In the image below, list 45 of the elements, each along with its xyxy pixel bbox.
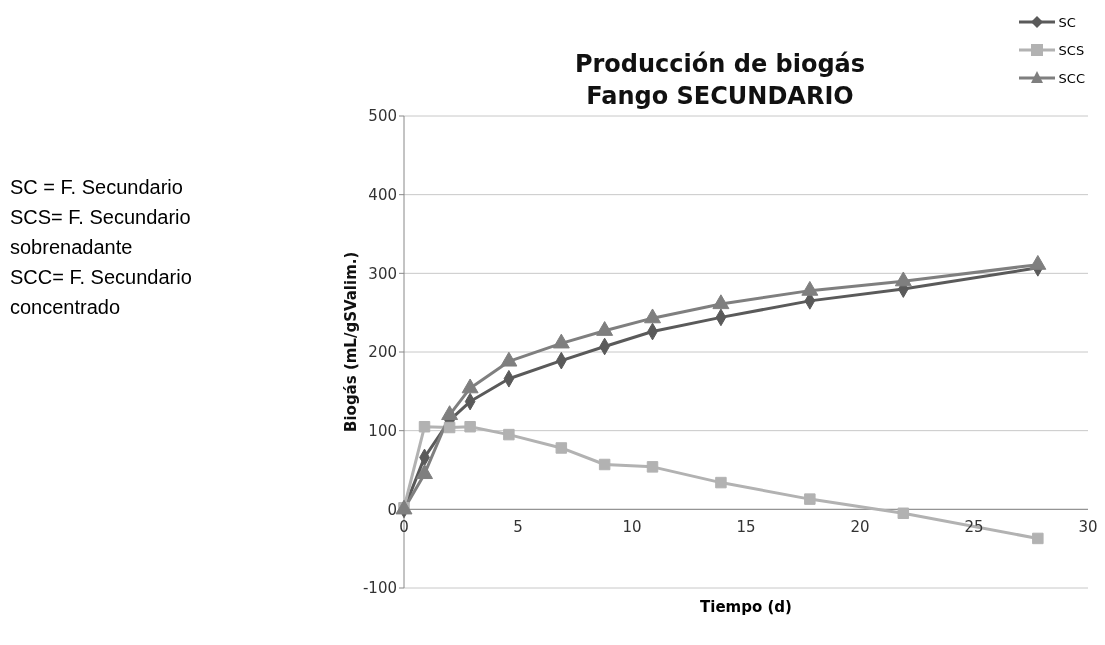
- chart-title: Producción de biogás Fango SECUNDARIO: [573, 49, 867, 112]
- x-tick-label: 5: [513, 517, 523, 536]
- point: [897, 507, 910, 520]
- y-tick-label: 100: [368, 421, 397, 440]
- point: [441, 405, 459, 421]
- point: [596, 321, 614, 336]
- x-tick-label: 20: [850, 517, 870, 536]
- x-tick-label: 10: [622, 517, 642, 536]
- x-tick-label: 30: [1078, 517, 1098, 536]
- point: [894, 271, 912, 287]
- point: [464, 420, 476, 433]
- point: [712, 294, 730, 310]
- y-tick-label: 300: [368, 264, 397, 283]
- y-tick-label: 0: [387, 500, 397, 519]
- point: [1029, 254, 1047, 270]
- point: [598, 458, 611, 471]
- point: [503, 428, 515, 441]
- x-axis-title: Tiempo (d): [699, 598, 793, 616]
- legend-label: SCS: [1058, 42, 1085, 58]
- y-axis-title: Biogás (mL/gSValim.): [342, 251, 361, 432]
- y-tick-label: -100: [362, 579, 397, 598]
- y-tick-label: 500: [368, 107, 397, 126]
- y-tick-label: 200: [368, 343, 397, 362]
- point: [555, 442, 568, 454]
- point: [552, 333, 570, 349]
- x-tick-label: 0: [399, 517, 409, 536]
- point: [715, 476, 727, 489]
- point: [646, 461, 659, 473]
- text: SC = F. Secundario: [10, 175, 184, 200]
- point: [418, 420, 431, 433]
- text: SCC= F. Secundario concentrado: [10, 265, 193, 320]
- legend-label: SC: [1058, 14, 1076, 30]
- y-tick-label: 400: [368, 185, 397, 204]
- point: [500, 351, 518, 367]
- point: [443, 421, 456, 434]
- x-tick-label: 15: [736, 517, 756, 536]
- point: [416, 464, 433, 480]
- x-tick-label: 25: [964, 517, 984, 536]
- point: [461, 378, 479, 394]
- point: [801, 280, 819, 296]
- text: SCS= F. Secundario sobrenadante: [10, 205, 192, 260]
- point: [644, 308, 661, 324]
- legend-label: SCC: [1058, 70, 1085, 86]
- point: [804, 493, 816, 505]
- point: [1032, 532, 1044, 545]
